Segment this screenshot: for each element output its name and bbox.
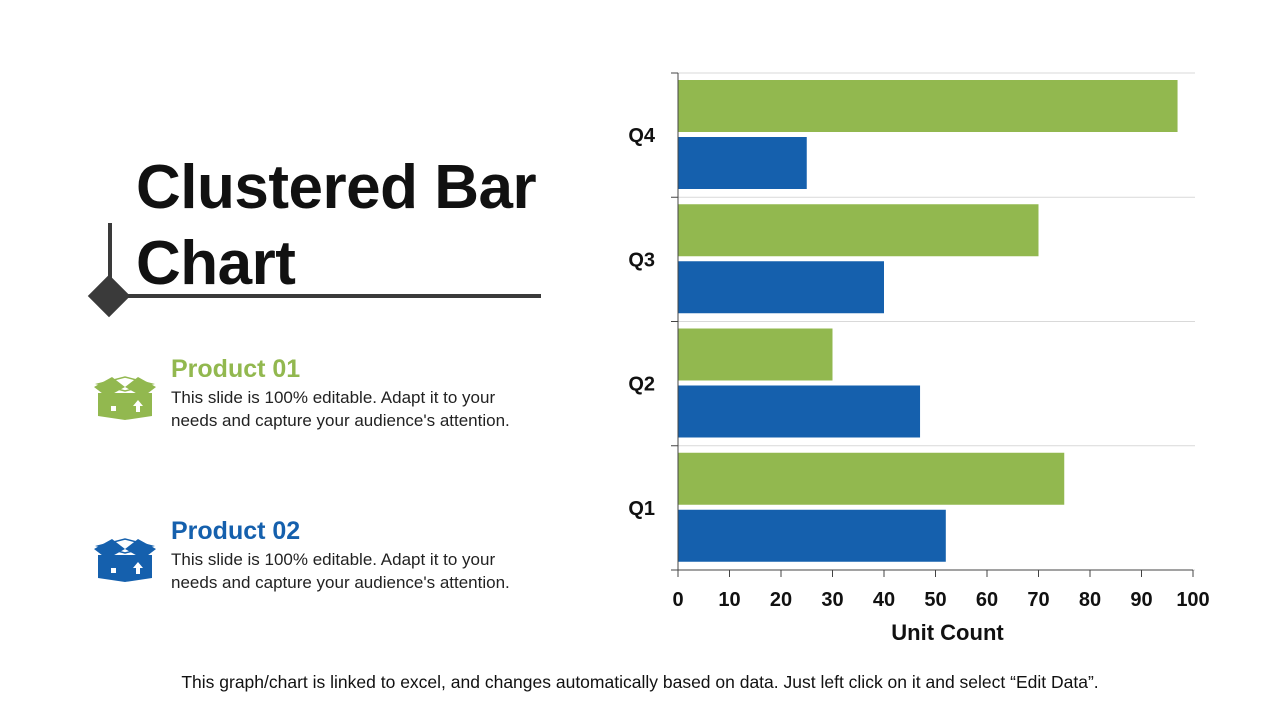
bar-product-02-q4: [678, 137, 807, 189]
bar-product-02-q2: [678, 385, 921, 438]
x-tick-label-30: 30: [821, 589, 843, 611]
bar-product-01-q2: [678, 328, 833, 381]
x-tick-label-50: 50: [924, 589, 946, 611]
x-tick-label-20: 20: [770, 589, 792, 611]
x-tick-label-100: 100: [1176, 589, 1209, 611]
legend-description-product-01: This slide is 100% editable. Adapt it to…: [171, 388, 510, 430]
y-tick-label-q4: Q4: [628, 125, 656, 147]
x-tick-label-70: 70: [1027, 589, 1049, 611]
legend-description-product-02: This slide is 100% editable. Adapt it to…: [171, 550, 510, 592]
bar-product-01-q3: [678, 204, 1039, 257]
open-box-icon: [94, 538, 156, 582]
bar-product-02-q3: [678, 261, 884, 314]
bar-product-01-q4: [678, 80, 1178, 132]
open-box-icon: [94, 376, 156, 420]
title-accent-vertical-line: [108, 223, 112, 298]
y-tick-label-q2: Q2: [628, 374, 655, 396]
legend-title-product-01: Product 01: [171, 355, 301, 383]
legend-title-product-02: Product 02: [171, 517, 301, 545]
x-axis-title: Unit Count: [891, 620, 1004, 645]
x-tick-label-90: 90: [1130, 589, 1152, 611]
x-tick-label-40: 40: [873, 589, 895, 611]
y-tick-label-q3: Q3: [628, 249, 655, 271]
x-tick-label-80: 80: [1079, 589, 1101, 611]
bar-product-02-q1: [678, 509, 946, 562]
footer-note: This graph/chart is linked to excel, and…: [181, 672, 1099, 692]
x-tick-label-60: 60: [976, 589, 998, 611]
title-underline: [110, 294, 541, 298]
x-tick-label-10: 10: [718, 589, 740, 611]
y-tick-label-q1: Q1: [628, 498, 655, 520]
slide-title: Clustered Bar Chart: [136, 153, 537, 298]
x-tick-label-0: 0: [672, 589, 683, 611]
bar-product-01-q1: [678, 452, 1065, 505]
